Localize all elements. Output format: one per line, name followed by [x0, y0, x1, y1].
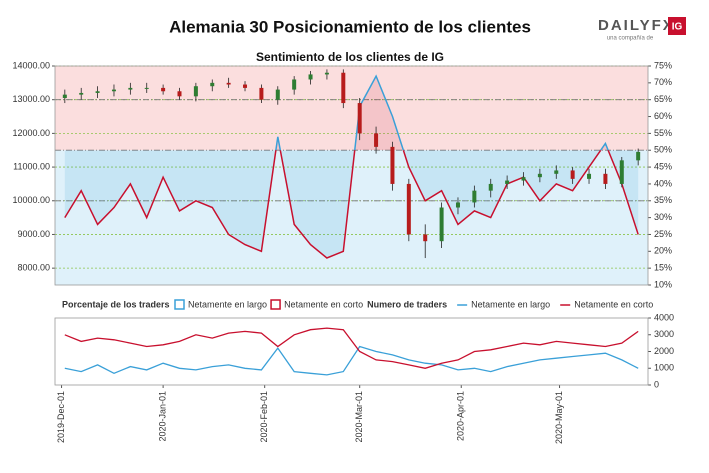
candle-body — [193, 86, 198, 97]
y2-tick-label: 60% — [654, 111, 672, 121]
y-tick-label: 10000.00 — [12, 195, 50, 205]
candle-body — [275, 89, 280, 100]
candle-body — [308, 74, 313, 80]
legend-label: Netamente en largo — [188, 299, 267, 309]
y2-tick-label: 45% — [654, 161, 672, 171]
x-tick-label: 2020-Feb-01 — [259, 391, 269, 443]
candle-body — [488, 183, 493, 191]
x-tick-label: 2020-Jan-01 — [157, 391, 167, 442]
legend-title: Porcentaje de los traders — [62, 299, 170, 309]
y-tick-label: 4000 — [654, 312, 674, 322]
candle-body — [210, 82, 215, 87]
candle-body — [62, 94, 67, 99]
legend-label: Netamente en corto — [284, 299, 363, 309]
x-tick-label: 2020-May-01 — [554, 391, 564, 444]
candle-body — [406, 183, 411, 235]
y2-tick-label: 75% — [654, 60, 672, 70]
candle-body — [423, 234, 428, 242]
y2-tick-label: 40% — [654, 178, 672, 188]
legend-title: Numero de traders — [367, 299, 447, 309]
candle-body — [505, 180, 510, 184]
logo: DAILYFX — [598, 17, 675, 34]
candle-body — [161, 87, 166, 92]
y-tick-label: 9000.00 — [17, 229, 50, 239]
candle-body — [390, 146, 395, 184]
logo-badge: IG — [672, 22, 683, 33]
y-tick-label: 14000.00 — [12, 60, 50, 70]
candle-body — [455, 202, 460, 208]
y2-tick-label: 15% — [654, 263, 672, 273]
y2-tick-label: 70% — [654, 77, 672, 87]
y2-tick-label: 35% — [654, 195, 672, 205]
legend-label: Netamente en corto — [574, 299, 653, 309]
candle-body — [95, 91, 100, 93]
y-tick-label: 2000 — [654, 346, 674, 356]
candle-body — [324, 72, 329, 75]
candle-body — [341, 72, 346, 104]
legend-label: Netamente en largo — [471, 299, 550, 309]
y2-tick-label: 50% — [654, 145, 672, 155]
sentiment-line — [64, 150, 639, 259]
candle-body — [521, 177, 526, 181]
candle-body — [587, 173, 592, 179]
x-tick-label: 2020-Mar-01 — [354, 391, 364, 443]
logo-badge-box — [668, 17, 686, 35]
candle-body — [226, 82, 231, 85]
series-line — [64, 327, 639, 369]
candle-body — [292, 79, 297, 90]
candle-body — [128, 87, 133, 90]
y-tick-label: 12000.00 — [12, 128, 50, 138]
candle-body — [537, 173, 542, 178]
candle-body — [570, 170, 575, 179]
candle-body — [636, 151, 641, 161]
candle-body — [374, 133, 379, 147]
candle-body — [439, 207, 444, 242]
y2-tick-label: 30% — [654, 212, 672, 222]
candle-body — [619, 160, 624, 184]
y-tick-label: 0 — [654, 379, 659, 389]
y-tick-label: 8000.00 — [17, 263, 50, 273]
logo-sub: una compañía de — [607, 36, 654, 42]
series-line — [64, 345, 639, 376]
x-tick-label: 2019-Dec-01 — [56, 391, 66, 443]
page-title: Alemania 30 Posicionamiento de los clien… — [169, 17, 531, 36]
candle-body — [554, 170, 559, 174]
y2-tick-label: 65% — [654, 94, 672, 104]
y-tick-label: 11000.00 — [13, 161, 50, 171]
x-tick-label: 2020-Apr-01 — [456, 391, 466, 441]
candle-body — [472, 190, 477, 203]
chart-title: Sentimiento de los clientes de IG — [256, 50, 444, 64]
y-tick-label: 13000.00 — [12, 94, 50, 104]
sentiment-area — [64, 150, 639, 258]
legend-swatch — [174, 299, 185, 310]
legend-swatch — [270, 299, 281, 310]
y2-tick-label: 55% — [654, 128, 672, 138]
candle-body — [111, 89, 116, 92]
plot-frame — [54, 317, 649, 386]
candle-body — [243, 84, 248, 88]
candle-body — [177, 91, 182, 97]
background-upper — [55, 66, 648, 151]
y2-tick-label: 20% — [654, 246, 672, 256]
y2-tick-label: 10% — [654, 279, 672, 289]
y-tick-label: 1000 — [654, 363, 674, 373]
candle-body — [603, 173, 608, 184]
candle-body — [144, 87, 149, 89]
candle-body — [259, 87, 264, 100]
y-tick-label: 3000 — [654, 329, 674, 339]
plot-frame — [54, 65, 649, 286]
candle-body — [357, 103, 362, 134]
y2-tick-label: 25% — [654, 229, 672, 239]
candle-body — [79, 92, 84, 95]
